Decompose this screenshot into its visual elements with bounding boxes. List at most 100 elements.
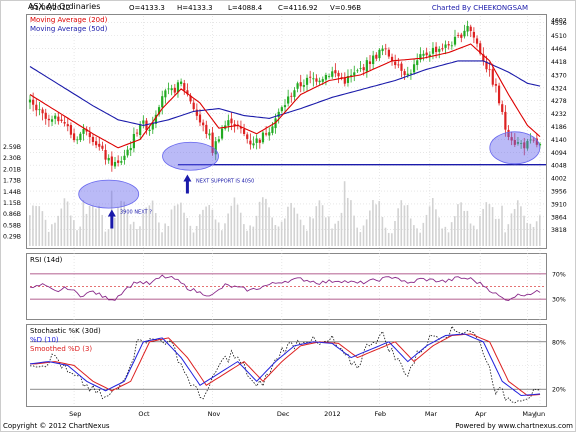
volume-bar xyxy=(211,209,214,246)
volume-bar xyxy=(230,205,233,246)
candle-body xyxy=(350,74,353,76)
volume-bar xyxy=(142,213,144,246)
volume-bar xyxy=(331,228,333,246)
candle-body xyxy=(453,36,457,45)
volume-bar xyxy=(265,198,267,246)
candle-body xyxy=(230,118,233,124)
candle-body xyxy=(510,137,513,141)
volume-bar xyxy=(274,225,277,246)
volume-tick-label: 2.59B xyxy=(3,144,21,151)
candle-body xyxy=(66,124,69,127)
arrow-nov xyxy=(183,174,192,194)
ellipse-may-low xyxy=(489,131,541,165)
candle-body xyxy=(157,107,161,115)
volume-bar xyxy=(441,228,444,246)
candle-body xyxy=(123,155,126,161)
volume-bar xyxy=(403,205,406,246)
price-tick-label: 4278 xyxy=(551,98,567,105)
candle-body xyxy=(261,132,265,143)
volume-bar xyxy=(249,225,251,246)
volume-bar xyxy=(513,208,516,246)
candle-body xyxy=(271,126,274,134)
volume-bar xyxy=(73,220,75,246)
candle-body xyxy=(63,122,66,124)
candle-body xyxy=(277,111,280,117)
volume-bar xyxy=(117,206,119,246)
candle-body xyxy=(35,104,38,111)
candle-body xyxy=(488,69,491,71)
volume-bar xyxy=(539,215,541,246)
candle-body xyxy=(280,107,283,112)
volume-bar xyxy=(431,198,434,246)
candle-body xyxy=(91,136,95,142)
candle-body xyxy=(57,116,60,122)
candle-body xyxy=(180,81,183,84)
price-tick-label: 4094 xyxy=(551,150,567,157)
candle-body xyxy=(299,82,302,87)
volume-bar xyxy=(328,216,330,246)
candle-body xyxy=(513,140,516,145)
header-date: 01/06/2012 xyxy=(30,4,70,12)
candle-body xyxy=(422,53,425,56)
volume-bar xyxy=(85,213,88,246)
volume-bar xyxy=(444,226,447,246)
candle-body xyxy=(416,60,419,66)
volume-bar xyxy=(381,216,384,246)
volume-bar xyxy=(101,214,104,246)
candle-body xyxy=(50,119,54,122)
volume-bar xyxy=(394,221,396,246)
candle-body xyxy=(460,34,463,38)
volume-bar xyxy=(306,230,308,246)
candle-body xyxy=(532,139,535,141)
volume-tick-label: 2.30B xyxy=(3,155,21,162)
candle-body xyxy=(32,99,35,105)
candle-body xyxy=(372,55,375,65)
volume-bar xyxy=(66,201,69,246)
volume-bar xyxy=(255,215,258,246)
candle-body xyxy=(47,118,50,121)
candle-body xyxy=(154,114,158,124)
volume-bar xyxy=(447,232,450,246)
volume-bar xyxy=(425,214,428,246)
candle-body xyxy=(167,88,170,90)
volume-bar xyxy=(258,201,261,246)
volume-tick-label: 0.58B xyxy=(3,222,21,229)
volume-bar xyxy=(287,206,289,246)
volume-bar xyxy=(91,205,94,246)
candle-body xyxy=(202,122,205,126)
candle-body xyxy=(400,63,403,71)
volume-bar xyxy=(214,219,217,246)
footer-powered-by: Powered by www.chartnexus.com xyxy=(455,422,573,430)
candle-body xyxy=(309,76,312,78)
price-tick-label: 4464 xyxy=(551,46,567,53)
header-volume: V=0.96B xyxy=(330,4,361,12)
volume-bar xyxy=(387,232,390,246)
candle-body xyxy=(378,49,381,59)
x-tick-label: Oct xyxy=(138,410,150,418)
candle-body xyxy=(176,82,180,93)
volume-bar xyxy=(454,216,456,246)
price-tick-label: 3910 xyxy=(551,201,567,208)
candle-body xyxy=(135,132,139,134)
volume-tick-label: 1.44B xyxy=(3,189,21,196)
volume-bar xyxy=(337,220,340,246)
volume-bar xyxy=(535,221,538,246)
volume-bar xyxy=(520,206,522,246)
candle-body xyxy=(312,78,315,80)
volume-bar xyxy=(450,222,453,246)
candle-body xyxy=(538,144,542,146)
volume-bar xyxy=(479,215,481,246)
legend-stoch-d: %D (10) xyxy=(30,336,59,344)
price-tick-label: 4140 xyxy=(551,137,567,144)
candle-body xyxy=(529,139,532,141)
volume-tick-label: 1.73B xyxy=(3,178,21,185)
volume-bar xyxy=(469,223,472,246)
volume-bar xyxy=(280,221,283,246)
candle-body xyxy=(504,111,507,130)
volume-bar xyxy=(38,206,41,246)
x-tick-label: Feb xyxy=(374,410,386,418)
candle-body xyxy=(491,69,494,85)
volume-bar xyxy=(221,230,223,246)
candle-body xyxy=(482,54,485,62)
price-tick-label: 3818 xyxy=(551,227,567,234)
